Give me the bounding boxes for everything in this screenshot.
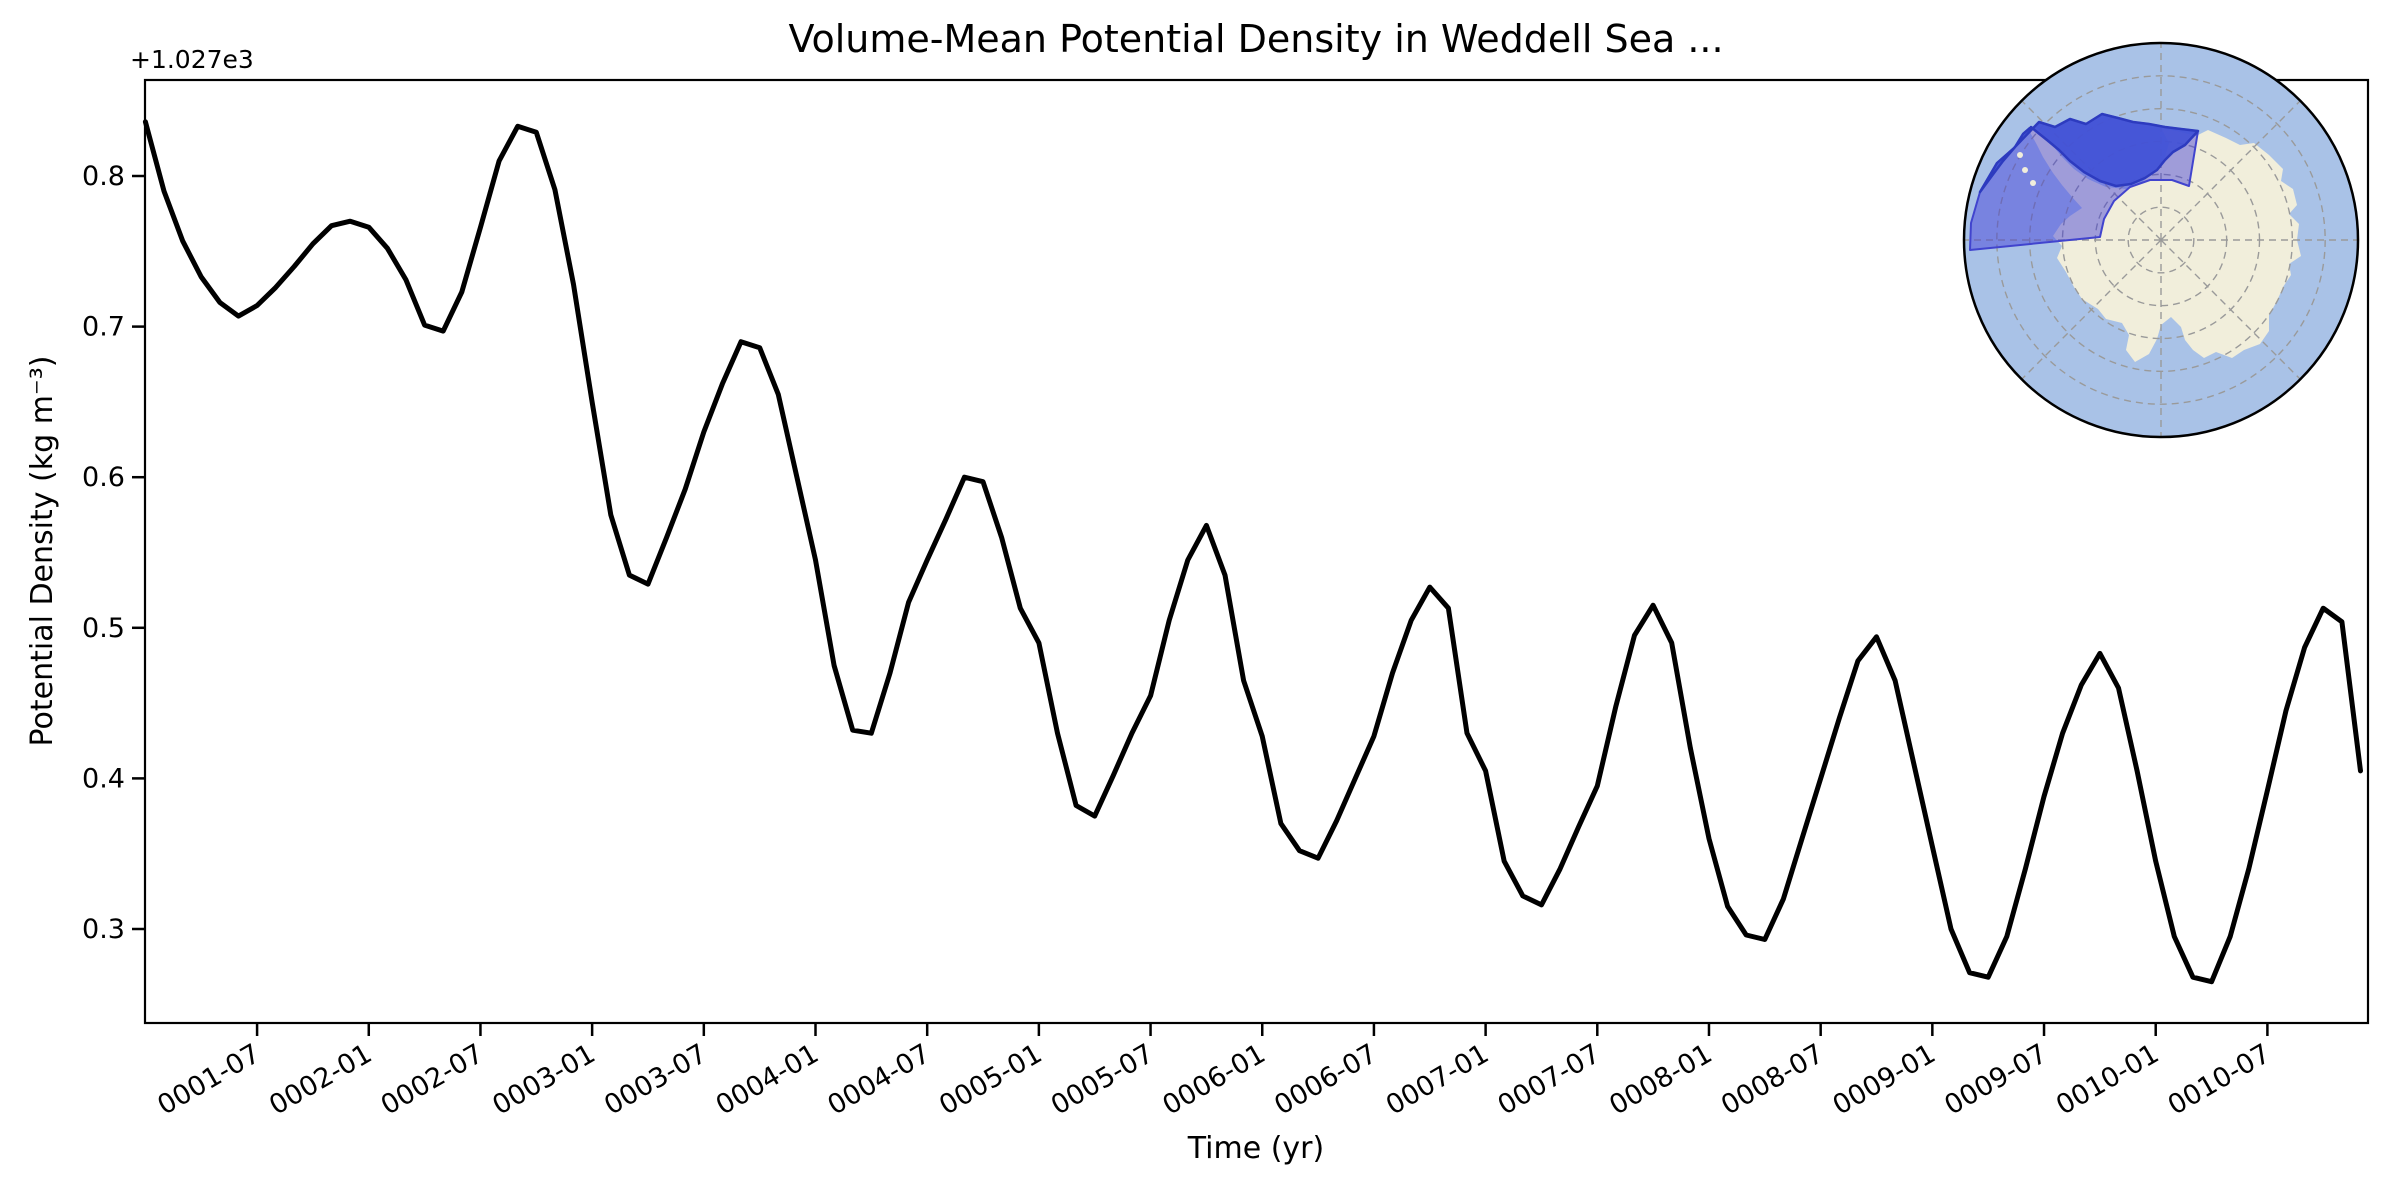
- x-tick-label: 0009-01: [1828, 1038, 1941, 1121]
- x-tick-label: 0004-07: [822, 1038, 935, 1121]
- data-line-layer: [142, 119, 2363, 985]
- y-tick-label: 0.7: [82, 312, 125, 343]
- inset-island: [2022, 167, 2028, 173]
- x-tick-label: 0007-01: [1381, 1038, 1494, 1121]
- y-axis-label: Potential Density (kg m⁻³): [25, 356, 60, 747]
- x-axis-label: Time (yr): [1187, 1131, 1324, 1166]
- inset-weddell-sea-water: [1978, 112, 2200, 194]
- inset-island: [2017, 152, 2023, 158]
- x-tick-label: 0008-01: [1604, 1038, 1717, 1121]
- x-tick-label: 0002-01: [264, 1038, 377, 1121]
- y-tick-label: 0.8: [82, 161, 125, 192]
- x-tick-label: 0010-07: [2163, 1038, 2276, 1121]
- x-tick-label: 0001-07: [152, 1038, 265, 1121]
- x-tick-label: 0007-07: [1493, 1038, 1606, 1121]
- x-tick-label: 0005-01: [934, 1038, 1047, 1121]
- x-tick-label: 0010-01: [2051, 1038, 2164, 1121]
- y-tick-label: 0.5: [82, 613, 125, 644]
- x-tick-label: 0002-07: [376, 1038, 489, 1121]
- x-tick-label: 0005-07: [1046, 1038, 1159, 1121]
- x-tick-label: 0003-01: [487, 1038, 600, 1121]
- density-line: [142, 119, 2363, 985]
- x-tick-label: 0003-07: [599, 1038, 712, 1121]
- y-tick-label: 0.4: [82, 763, 125, 794]
- inset-map-group: [1962, 41, 2360, 439]
- inset-map: [1962, 41, 2360, 439]
- x-tick-label: 0004-01: [711, 1038, 824, 1121]
- y-tick-label: 0.3: [82, 914, 125, 945]
- x-tick-label: 0009-07: [1939, 1038, 2052, 1121]
- x-tick-label: 0008-07: [1716, 1038, 1829, 1121]
- x-tick-label: 0006-01: [1158, 1038, 1271, 1121]
- x-tick-label: 0006-07: [1269, 1038, 1382, 1121]
- inset-island: [2030, 180, 2036, 186]
- chart-title: Volume-Mean Potential Density in Weddell…: [788, 17, 1723, 61]
- inset-map-outline: [1962, 41, 2360, 439]
- y-axis-offset-text: +1.027e3: [130, 45, 254, 74]
- plot-spines: [143, 78, 2370, 1025]
- y-tick-label: 0.6: [82, 462, 125, 493]
